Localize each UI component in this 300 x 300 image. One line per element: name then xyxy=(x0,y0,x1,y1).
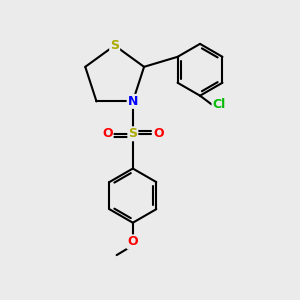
Text: S: S xyxy=(128,127,137,140)
Text: Cl: Cl xyxy=(212,98,226,111)
Text: O: O xyxy=(153,127,164,140)
Text: S: S xyxy=(110,39,119,52)
Text: N: N xyxy=(128,95,138,108)
Text: O: O xyxy=(102,127,112,140)
Text: O: O xyxy=(128,236,138,248)
